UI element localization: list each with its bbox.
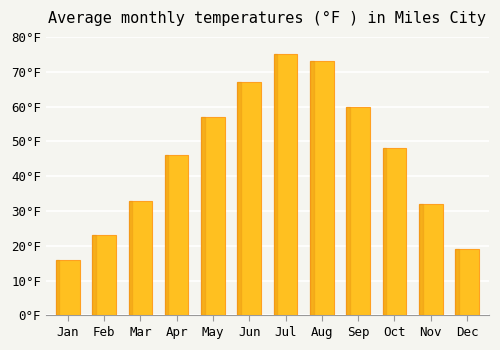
Bar xyxy=(274,54,278,315)
Bar xyxy=(92,236,96,315)
Bar xyxy=(238,82,261,315)
Title: Average monthly temperatures (°F ) in Miles City: Average monthly temperatures (°F ) in Mi… xyxy=(48,11,486,26)
Bar xyxy=(165,155,168,315)
Bar xyxy=(456,249,479,315)
Bar xyxy=(456,249,459,315)
Bar xyxy=(56,260,59,315)
Bar xyxy=(128,201,152,315)
Bar xyxy=(382,148,406,315)
Bar xyxy=(165,155,188,315)
Bar xyxy=(238,82,241,315)
Bar xyxy=(346,107,370,315)
Bar xyxy=(419,204,422,315)
Bar xyxy=(346,107,350,315)
Bar xyxy=(274,54,297,315)
Bar xyxy=(201,117,204,315)
Bar xyxy=(56,260,80,315)
Bar xyxy=(92,236,116,315)
Bar xyxy=(310,61,314,315)
Bar xyxy=(419,204,442,315)
Bar xyxy=(201,117,225,315)
Bar xyxy=(128,201,132,315)
Bar xyxy=(310,61,334,315)
Bar xyxy=(382,148,386,315)
